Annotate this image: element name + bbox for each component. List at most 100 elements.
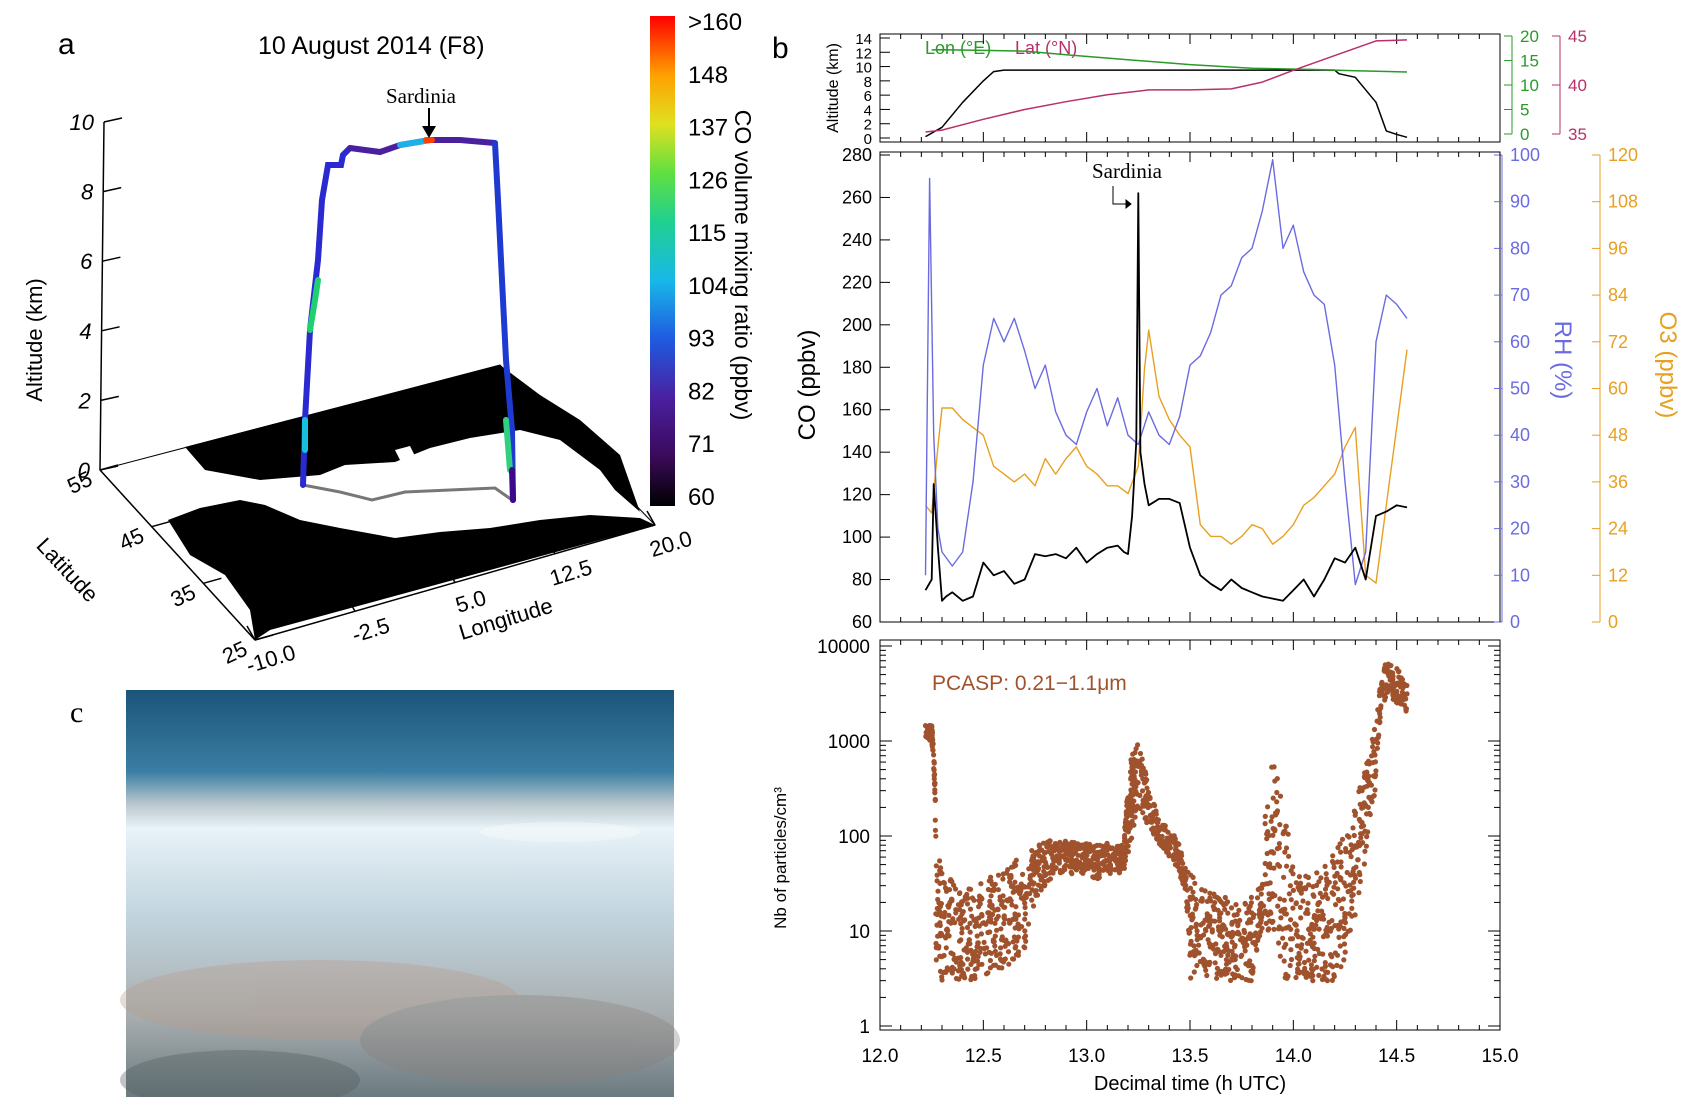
scatter-point [1225,952,1231,958]
scatter-point [948,896,955,902]
scatter-point [960,961,966,967]
right-tick-label: 70 [1510,285,1530,305]
y-tick-label: 4 [864,102,872,119]
scatter-point [1340,896,1346,902]
scatter-point [992,881,998,887]
scatter-point [956,976,962,982]
scatter-point [1331,864,1337,871]
b-bottom-xlabel: Decimal time (h UTC) [1094,1073,1286,1095]
scatter-point [1022,900,1028,906]
scatter-point [1331,891,1337,897]
scatter-point [988,893,994,899]
scatter-point [961,973,967,979]
scatter-point [1281,874,1287,880]
scatter-point [1283,845,1290,851]
scatter-point [1237,917,1243,924]
scatter-point [1099,843,1106,849]
scatter-point [1129,818,1135,825]
scatter-point [1306,957,1312,963]
z-tick-mark [103,117,123,123]
scatter-point [1289,936,1296,942]
y-tick-label: 2 [864,117,872,134]
y-tick-label: 120 [842,485,872,505]
scatter-point [929,732,935,738]
scatter-point [1029,848,1035,854]
scatter-point [1282,975,1288,981]
colorbar-tick-label: 137 [688,115,728,142]
scatter-point [987,929,993,935]
b-middle-frame [879,151,1501,623]
scatter-point [1220,922,1226,928]
scatter-point [1062,866,1068,873]
scatter-point [1303,873,1309,879]
scatter-point [1148,819,1154,825]
scatter-point [978,881,984,887]
scatter-point [1361,800,1367,806]
scatter-point [1043,861,1049,867]
x-tick-label: 13.0 [1068,1046,1105,1067]
scatter-point [1049,862,1055,868]
scatter-point [1284,863,1290,869]
scatter-point [1356,788,1362,795]
scatter-point [1332,873,1338,879]
scatter-point [1229,933,1235,940]
right-tick-label: 20 [1520,27,1539,46]
scatter-point [1283,911,1289,917]
scatter-point [964,901,971,907]
scatter-point [1351,885,1357,891]
scatter-point [1182,882,1189,889]
colorbar-tick-label: 115 [688,220,726,247]
scatter-point [1354,844,1360,850]
scatter-point [1030,903,1037,909]
series-alt [925,69,1408,139]
scatter-point [1242,901,1248,907]
scatter-point [1188,938,1194,945]
scatter-point [1198,898,1204,904]
scatter-point [1182,865,1188,871]
scatter-point [1037,853,1043,859]
scatter-point [1158,841,1165,847]
scatter-point [941,880,948,886]
scatter-point [1311,958,1317,964]
scatter-point [1337,874,1343,880]
z-tick-label: 6 [80,249,93,274]
scatter-point [1033,849,1039,855]
scatter-point [1323,927,1329,933]
y-tick-label: 12 [855,45,872,62]
scatter-point [1203,959,1209,966]
lat-tick-label: 35 [167,579,200,612]
scatter-point [1140,810,1146,816]
scatter-point [1125,843,1131,849]
series-o3 [924,329,1408,584]
scatter-point [1137,758,1143,764]
scatter-point [1267,861,1273,867]
scatter-point [1310,892,1316,898]
series-co [924,192,1408,602]
y-tick-label: 6 [864,88,872,105]
scatter-point [1033,869,1039,875]
right-tick-label: 84 [1608,285,1628,305]
scatter-point [1217,911,1223,918]
scatter-point [1277,896,1283,902]
scatter-point [1322,886,1329,892]
b-top-lat-axis: 35 40 45 [1552,27,1587,144]
scatter-point [977,949,983,955]
scatter-point [1131,798,1137,804]
scatter-point [1374,736,1380,742]
right-tick-label: 40 [1510,425,1530,445]
scatter-point [1296,970,1302,976]
scatter-point [968,977,974,983]
scatter-point [953,907,959,913]
scatter-point [1216,918,1223,924]
scatter-point [1056,858,1062,864]
scatter-point [1276,926,1282,932]
scatter-point [1342,920,1348,926]
scatter-point [1150,830,1156,836]
scatter-point [1300,898,1306,904]
scatter-point [1017,891,1023,897]
scatter-point [1286,924,1292,930]
scatter-point [1000,893,1006,899]
scatter-point [967,929,973,935]
right-tick-label: 120 [1608,145,1638,165]
scatter-point [995,913,1001,920]
